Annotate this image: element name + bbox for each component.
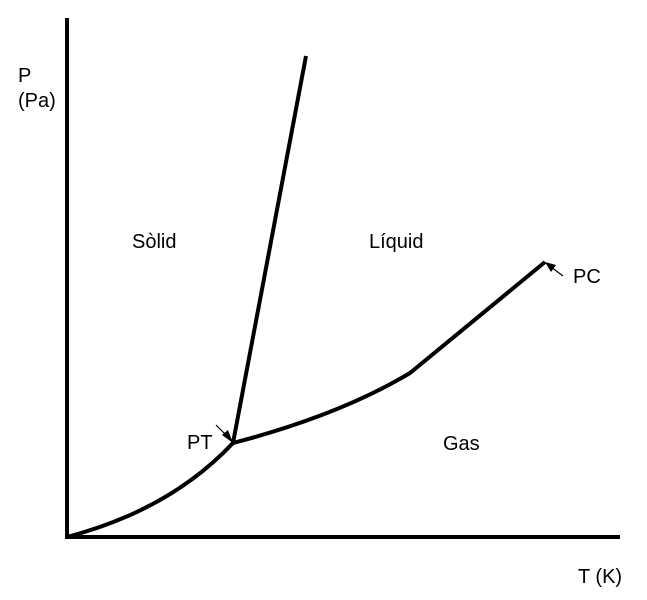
- critical-point-arrow: [545, 262, 564, 277]
- fusion-curve: [231, 55, 308, 444]
- sublimation-curve: [66, 441, 235, 539]
- vaporization-curve: [232, 260, 547, 445]
- y-axis-label-symbol: P: [18, 65, 31, 87]
- critical-point-label: PC: [573, 266, 601, 288]
- region-label-gas: Gas: [443, 433, 480, 455]
- triple-point-label: PT: [187, 432, 213, 454]
- x-axis-label: T (K): [578, 566, 622, 588]
- region-label-solid: Sòlid: [132, 231, 176, 253]
- triple-point-arrow: [215, 424, 233, 443]
- y-axis-label-unit: (Pa): [18, 90, 56, 112]
- region-label-liquid: Líquid: [369, 231, 424, 253]
